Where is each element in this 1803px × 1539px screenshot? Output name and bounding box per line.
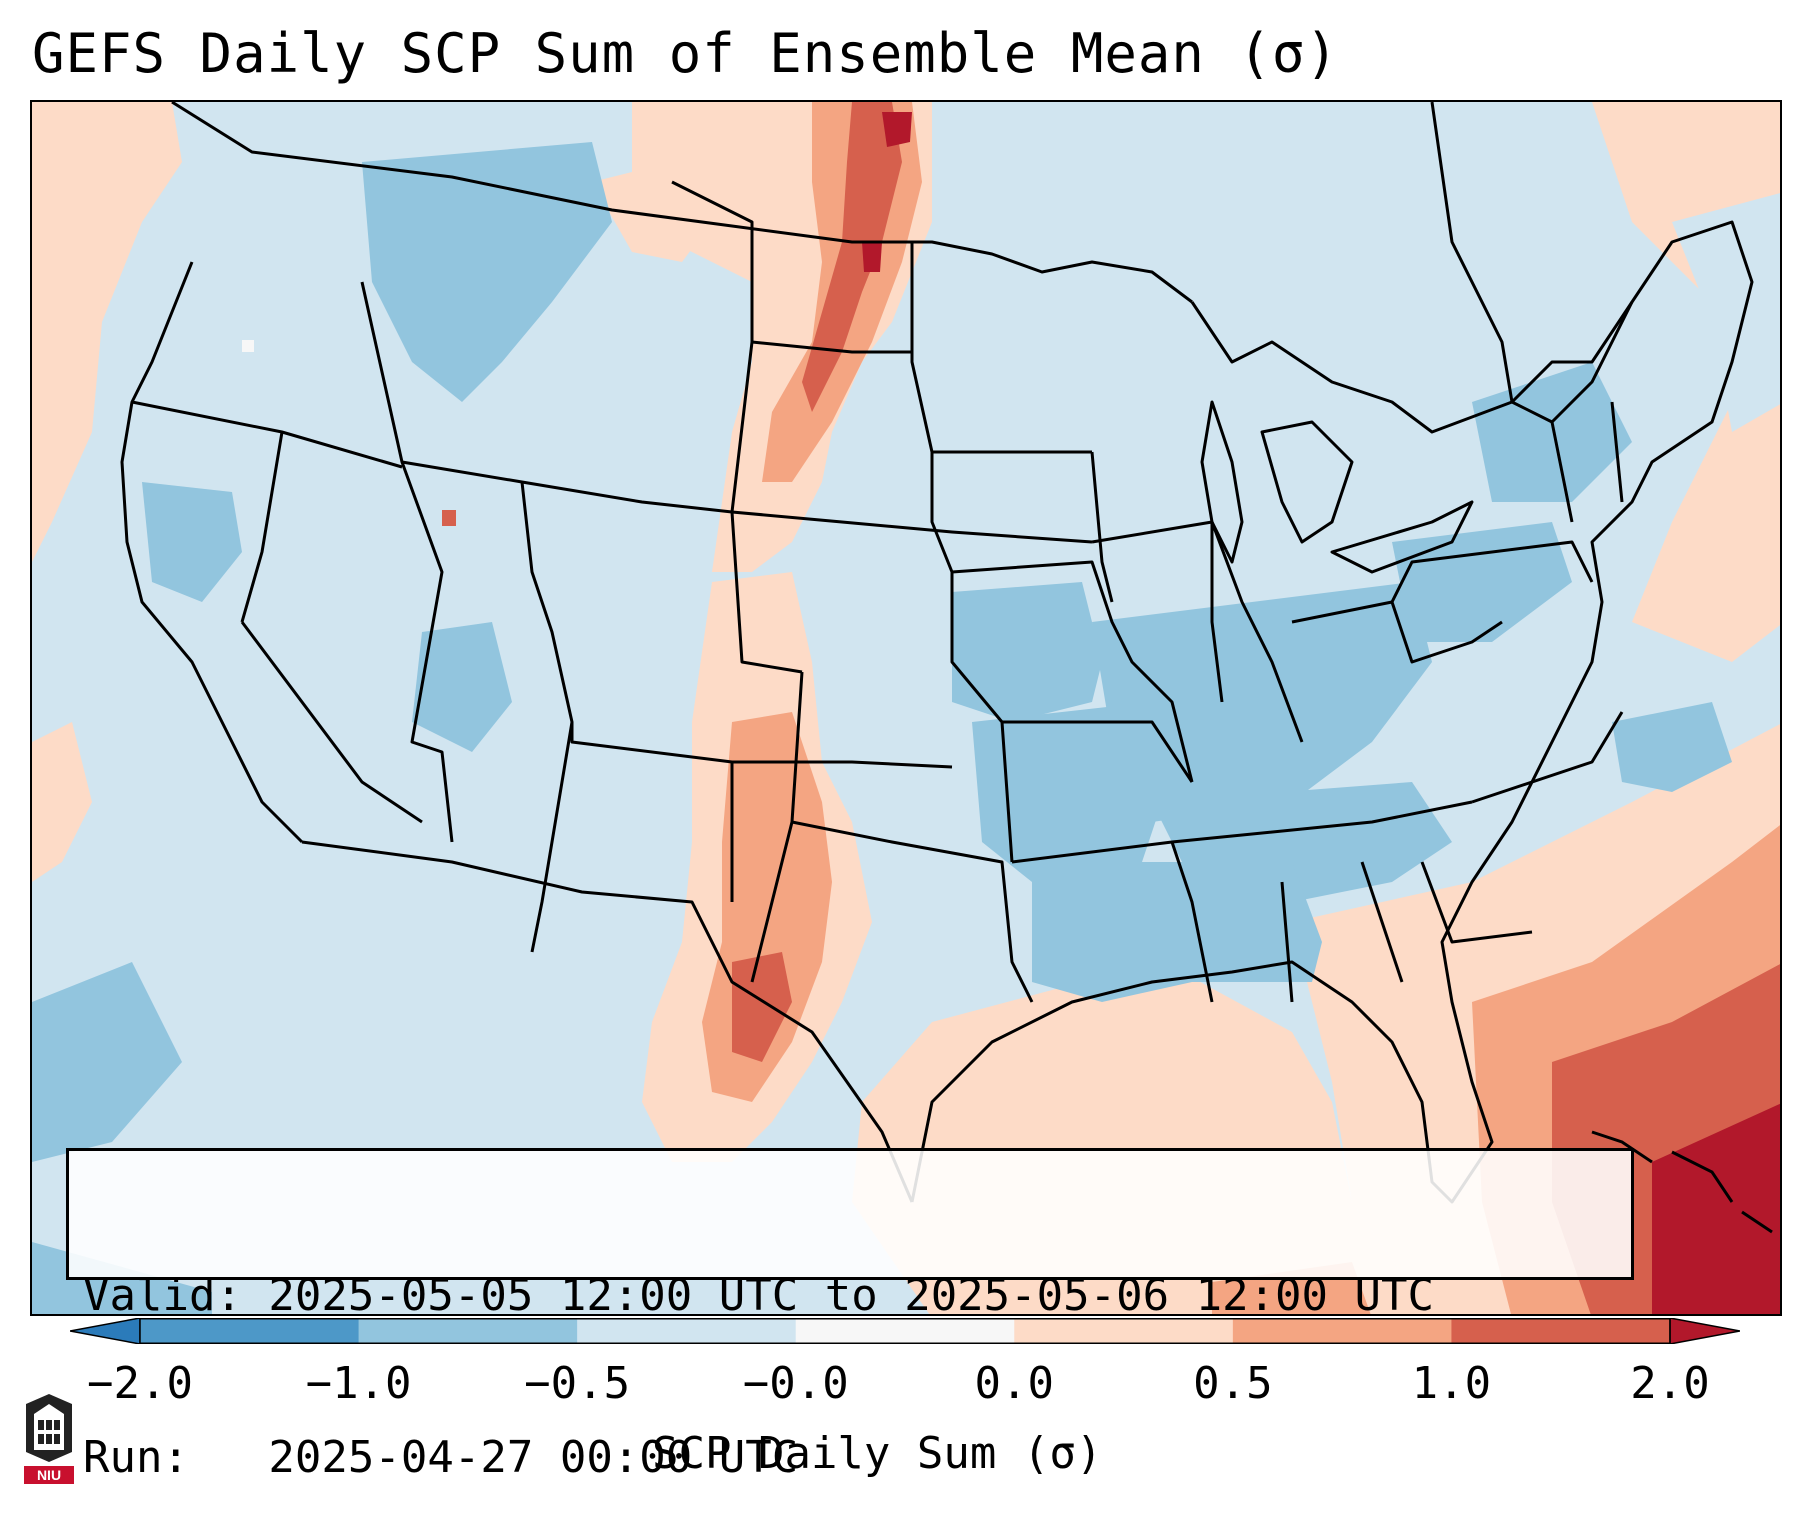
colorbar-segment xyxy=(1451,1318,1671,1344)
caribbean-islands xyxy=(1591,1130,1773,1234)
colorbar-segment xyxy=(577,1318,797,1344)
colorbar-segment xyxy=(795,1318,1015,1344)
scp-map xyxy=(32,102,1780,1314)
colorbar-tick-label: 0.0 xyxy=(974,1358,1055,1409)
colorbar-extend-high xyxy=(1669,1318,1740,1344)
map-panel xyxy=(30,100,1782,1316)
valid-run-info-box: Valid: 2025-05-05 12:00 UTC to 2025-05-0… xyxy=(66,1148,1634,1483)
colorbar-tick-label: 2.0 xyxy=(1630,1358,1710,1409)
colorbar-tick-label: −0.5 xyxy=(524,1358,631,1409)
colorbar-outline xyxy=(139,1318,1671,1344)
colorbar-tick-label: −0.0 xyxy=(742,1358,849,1409)
colorbar-tick-label: 1.0 xyxy=(1411,1358,1492,1409)
colorbar-ticks: −2.0 −1.0 −0.5 −0.0 0.0 0.5 1.0 2.0 xyxy=(0,1358,1803,1418)
colorbar-tick-label: 0.5 xyxy=(1193,1358,1273,1409)
colorbar-segment xyxy=(1232,1318,1452,1344)
niu-logo-icon: NIU xyxy=(24,1394,74,1484)
map-title: GEFS Daily SCP Sum of Ensemble Mean (σ) xyxy=(32,22,1339,85)
colorbar-label: SCP Daily Sum (σ) xyxy=(652,1428,1103,1479)
colorbar-extend-low xyxy=(70,1318,141,1344)
colorbar-tick-label: −2.0 xyxy=(87,1358,193,1409)
colorbar-segment xyxy=(140,1318,360,1344)
colorbar xyxy=(70,1318,1740,1344)
colorbar-tick-label: −1.0 xyxy=(305,1358,412,1409)
state-boundaries xyxy=(120,102,1754,1204)
colorbar-segment xyxy=(358,1318,578,1344)
colorbar-segment xyxy=(1014,1318,1234,1344)
run-time-text: Run: 2025-04-27 00:00 UTC xyxy=(83,1432,799,1483)
svg-text:NIU: NIU xyxy=(37,1467,61,1483)
valid-time-text: Valid: 2025-05-05 12:00 UTC to 2025-05-0… xyxy=(83,1270,1435,1321)
